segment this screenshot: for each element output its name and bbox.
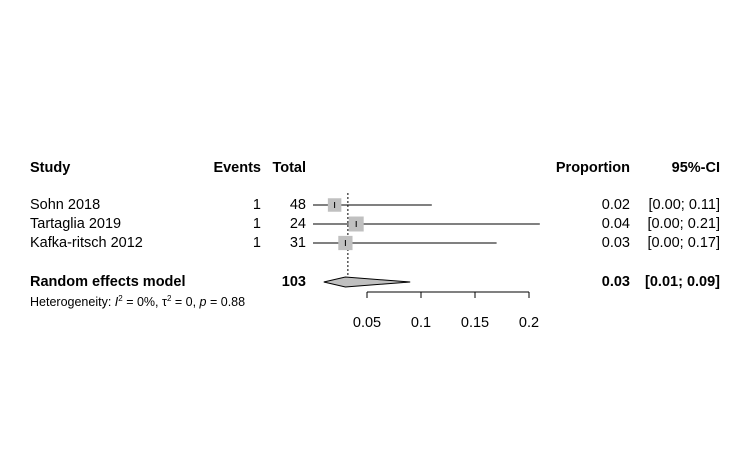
study-events: 1 — [252, 235, 261, 251]
heterogeneity-prefix: Heterogeneity: — [30, 295, 115, 309]
heterogeneity-text: Heterogeneity: I2 = 0%, τ2 = 0, p = 0.88 — [30, 294, 246, 310]
study-ci: [0.00; 0.21] — [647, 216, 720, 232]
x-tick-label: 0.15 — [461, 315, 489, 331]
summary-proportion: 0.03 — [601, 274, 630, 290]
study-name: Kafka-ritsch 2012 — [30, 235, 143, 251]
summary-diamond — [323, 276, 411, 288]
study-proportion: 0.04 — [601, 216, 630, 232]
study-name: Sohn 2018 — [30, 197, 101, 213]
p-value: = 0.88 — [206, 295, 246, 309]
summary-total: 103 — [281, 274, 306, 290]
study-proportion: 0.02 — [601, 197, 630, 213]
p-symbol: p — [199, 295, 207, 309]
study-total: 31 — [289, 235, 306, 251]
study-ci: [0.00; 0.17] — [647, 235, 720, 251]
i2-value: = 0%, — [122, 295, 162, 309]
proportion-header: Proportion — [555, 160, 630, 176]
study-proportion: 0.03 — [601, 235, 630, 251]
study-events: 1 — [252, 216, 261, 232]
study-total: 24 — [289, 216, 306, 232]
x-tick-label: 0.1 — [411, 315, 431, 331]
study-header: Study — [30, 160, 71, 176]
tau-symbol: τ — [161, 295, 167, 309]
i2-symbol: I — [114, 295, 119, 309]
summary-ci: [0.01; 0.09] — [645, 274, 720, 290]
x-tick-label: 0.05 — [353, 315, 381, 331]
summary-label: Random effects model — [30, 274, 186, 290]
x-tick-label: 0.2 — [519, 315, 539, 331]
study-name: Tartaglia 2019 — [30, 216, 122, 232]
study-events: 1 — [252, 197, 261, 213]
study-ci: [0.00; 0.11] — [648, 197, 720, 213]
total-header: Total — [272, 160, 306, 176]
tau-value: = 0, — [171, 295, 200, 309]
events-header: Events — [213, 160, 261, 176]
study-total: 48 — [289, 197, 306, 213]
ci-header: 95%-CI — [671, 160, 720, 176]
